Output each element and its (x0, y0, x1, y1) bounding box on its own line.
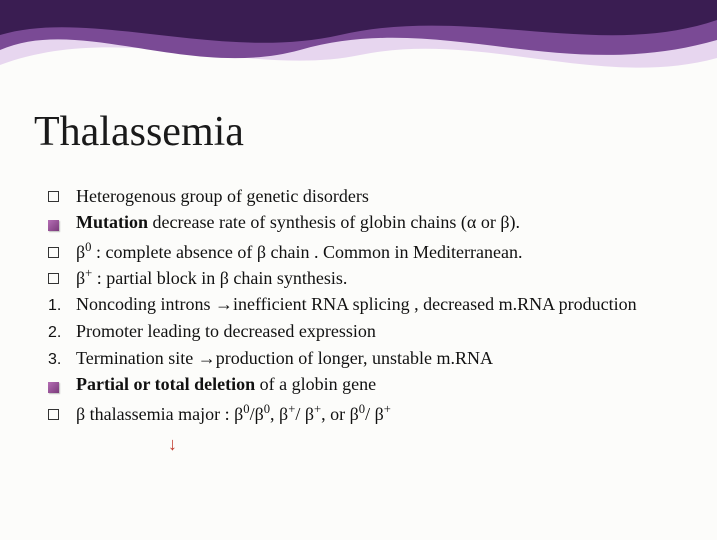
item-text: Mutation decrease rate of synthesis of g… (76, 210, 687, 234)
item-text: Heterogenous group of genetic disorders (76, 184, 687, 208)
wave-svg (0, 0, 717, 115)
list-item: Partial or total deletion of a globin ge… (48, 372, 687, 400)
list-item: β0 : complete absence of β chain . Commo… (48, 240, 687, 264)
down-arrow-icon: ↓ (168, 434, 177, 455)
checkbox-icon (48, 184, 76, 207)
checkbox-icon (48, 266, 76, 289)
item-text: Promoter leading to decreased expression (76, 319, 687, 343)
number-marker: 2. (48, 319, 76, 344)
checkbox-icon (48, 402, 76, 425)
checkbox-icon (48, 240, 76, 263)
list-item: 2. Promoter leading to decreased express… (48, 319, 687, 344)
item-text: Termination site →production of longer, … (76, 346, 687, 370)
list-item: 1. Noncoding introns →inefficient RNA sp… (48, 292, 687, 317)
item-text: Partial or total deletion of a globin ge… (76, 372, 687, 396)
list-item: Heterogenous group of genetic disorders (48, 184, 687, 208)
bullet-icon (48, 372, 76, 400)
bullet-icon (48, 210, 76, 238)
number-marker: 1. (48, 292, 76, 317)
item-text: β0 : complete absence of β chain . Commo… (76, 240, 687, 264)
wave-front (0, 0, 717, 43)
item-text: β thalassemia major : β0/β0, β+/ β+, or … (76, 402, 687, 426)
list-item: β+ : partial block in β chain synthesis. (48, 266, 687, 290)
slide-title: Thalassemia (34, 108, 244, 156)
list-item: β thalassemia major : β0/β0, β+/ β+, or … (48, 402, 687, 426)
list-item: 3. Termination site →production of longe… (48, 346, 687, 371)
slide-content: Heterogenous group of genetic disorders … (48, 184, 687, 428)
number-marker: 3. (48, 346, 76, 371)
item-text: Noncoding introns →inefficient RNA splic… (76, 292, 687, 316)
slide: Thalassemia Heterogenous group of geneti… (0, 0, 717, 540)
item-text: β+ : partial block in β chain synthesis. (76, 266, 687, 290)
wave-back (0, 0, 717, 68)
decor-waves (0, 0, 717, 115)
list-item: Mutation decrease rate of synthesis of g… (48, 210, 687, 238)
wave-mid (0, 0, 717, 58)
